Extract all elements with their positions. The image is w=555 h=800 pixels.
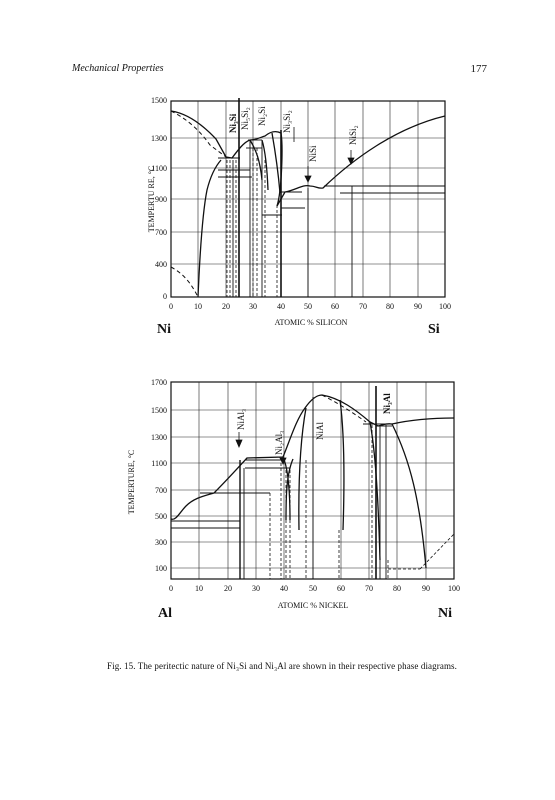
x-tick-label: 60: [331, 302, 339, 311]
x-tick-label: 20: [222, 302, 230, 311]
y-tick-label: 0: [163, 292, 167, 301]
x-tick-label: 40: [277, 302, 285, 311]
left-element-label: Al: [158, 606, 172, 621]
y-tick-label: 700: [155, 486, 167, 495]
x-tick-label: 40: [280, 584, 288, 593]
y-tick-label: 1700: [151, 378, 167, 387]
right-element-label: Ni: [438, 606, 452, 621]
y-tick-label: 700: [155, 228, 167, 237]
x-tick-label: 90: [414, 302, 422, 311]
x-tick-label: 100: [439, 302, 451, 311]
x-tick-label: 10: [195, 584, 203, 593]
y-tick-label: 100: [155, 564, 167, 573]
y-tick-label: 1500: [151, 96, 167, 105]
x-tick-label: 10: [194, 302, 202, 311]
y-tick-label: 1300: [151, 433, 167, 442]
running-head-title: Mechanical Properties: [72, 63, 164, 74]
y-tick-label: 1100: [151, 164, 167, 173]
y-tick-label: 300: [155, 538, 167, 547]
alni-phase-diagram: 1700 1500 1300 1100 700 500 300 100 0 10…: [127, 378, 460, 621]
y-axis-title: TEMPERTURE, °C: [127, 450, 136, 515]
x-tick-label: 30: [252, 584, 260, 593]
y-tick-label: 1100: [151, 459, 167, 468]
page-number: 177: [470, 63, 488, 75]
x-tick-label: 60: [337, 584, 345, 593]
x-tick-label: 80: [386, 302, 394, 311]
phase-label: Ni₂Si: [257, 106, 267, 126]
x-axis-title: ATOMIC % NICKEL: [278, 601, 349, 610]
y-tick-label: 500: [155, 512, 167, 521]
y-tick-label: 900: [155, 195, 167, 204]
x-tick-label: 0: [169, 584, 173, 593]
running-head: Mechanical Properties 177: [72, 63, 487, 79]
x-tick-label: 80: [393, 584, 401, 593]
y-tick-label: 400: [155, 260, 167, 269]
x-tick-label: 20: [224, 584, 232, 593]
y-axis-title: TEMPERTU RE, °C: [147, 166, 156, 233]
x-tick-label: 50: [309, 584, 317, 593]
phase-label: NiAl: [315, 422, 325, 440]
plot-frame: [170, 381, 455, 580]
x-tick-label: 70: [365, 584, 373, 593]
x-tick-label: 100: [448, 584, 460, 593]
y-tick-label: 1500: [151, 406, 167, 415]
x-tick-label: 30: [249, 302, 257, 311]
x-tick-label: 50: [304, 302, 312, 311]
phase-label: Ni₃Si₂: [282, 110, 292, 133]
figure-caption: Fig. 15. The peritectic nature of Ni₃Si …: [106, 661, 457, 671]
x-axis-title: ATOMIC % SILICON: [275, 318, 348, 327]
phase-label: Ni₃Al: [382, 393, 392, 414]
phase-label: Ni₃Si: [228, 113, 238, 133]
phase-label: Ni₂Al₃: [274, 431, 284, 455]
x-tick-label: 0: [169, 302, 173, 311]
nisi-phase-diagram: 1500 1300 1100 900 700 400 0 0 10 20 30 …: [147, 96, 451, 337]
x-tick-label: 90: [422, 584, 430, 593]
phase-label: NiSi: [308, 145, 318, 162]
phase-label: NiSi₂: [348, 125, 358, 145]
y-tick-label: 1300: [151, 134, 167, 143]
phase-label: NiAl₃: [236, 409, 246, 430]
x-tick-label: 70: [359, 302, 367, 311]
right-element-label: Si: [428, 322, 440, 337]
left-element-label: Ni: [157, 322, 171, 337]
phase-label: Ni₅Si₂: [240, 107, 250, 130]
